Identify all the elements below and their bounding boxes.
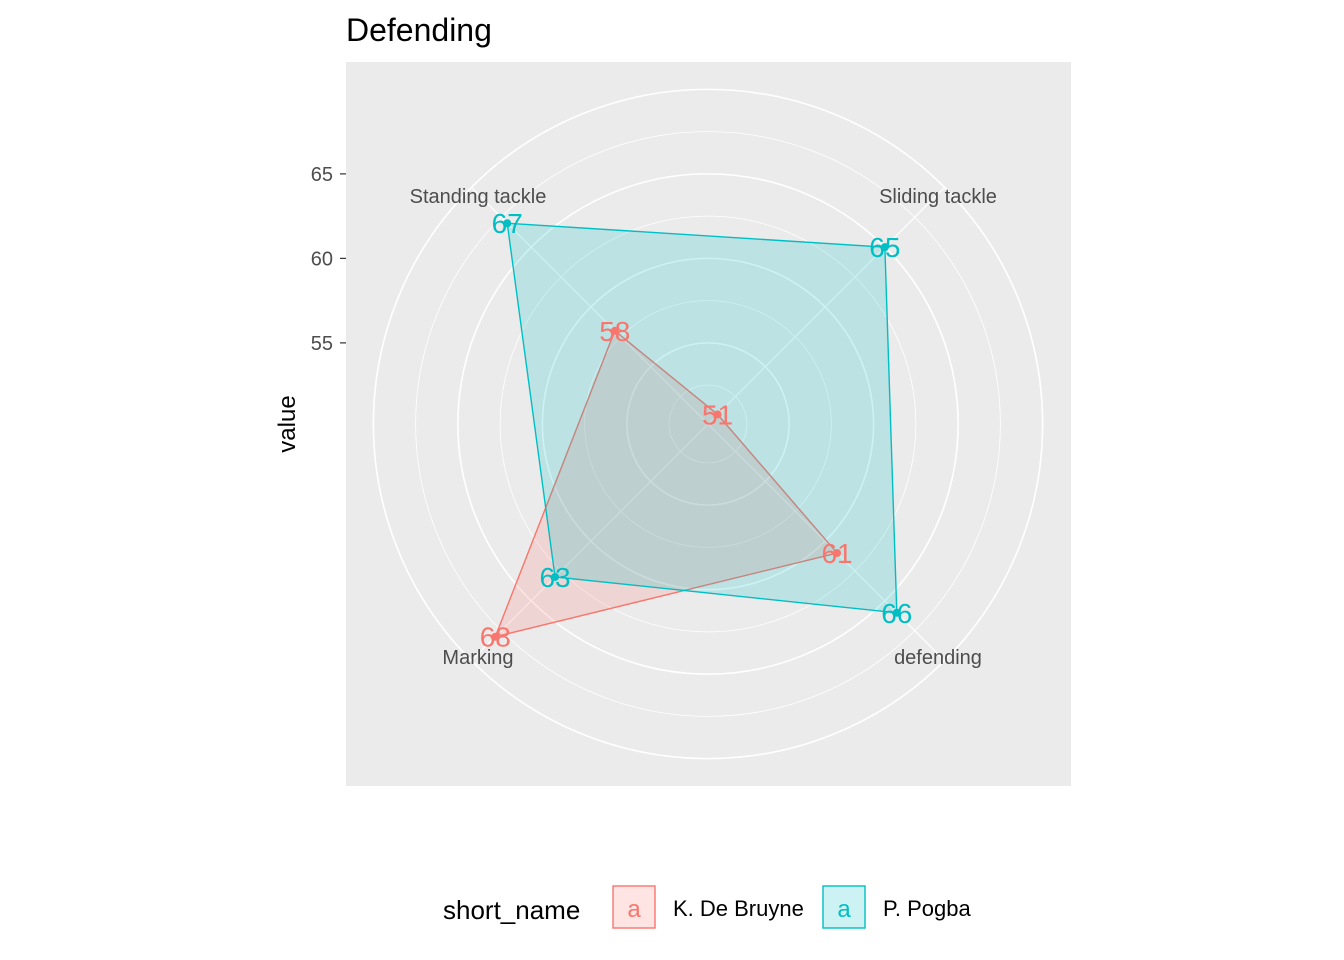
chart-title: Defending (346, 12, 492, 48)
data-label: 61 (821, 538, 852, 569)
data-point (880, 243, 889, 252)
data-point (833, 549, 842, 558)
grid-ring (541, 257, 875, 591)
grid (372, 88, 1044, 760)
data-label: 66 (881, 598, 912, 629)
data-point (551, 572, 560, 581)
y-axis: 55 60 65 (311, 164, 346, 355)
grid-ring (626, 342, 790, 506)
grid-spoke (707, 186, 946, 425)
data-label: 51 (702, 399, 733, 430)
data-label: 63 (539, 562, 570, 593)
grid-ring (584, 300, 832, 548)
data-point (713, 410, 722, 419)
category-label: defending (894, 647, 982, 669)
legend-label: K. De Bruyne (673, 896, 804, 921)
category-labels: Standing tackle Sliding tackle defending Ma… (410, 186, 997, 669)
legend-key-glyph: a (627, 896, 641, 923)
grid-spoke (470, 186, 709, 425)
legend-key (612, 885, 656, 929)
data-label: 68 (480, 622, 511, 653)
y-tick-label: 65 (311, 164, 333, 186)
data-label: 58 (599, 316, 630, 347)
grid-spoke (470, 423, 709, 662)
legend-title: short_name (443, 895, 580, 925)
y-tick-label: 60 (311, 248, 333, 270)
legend: short_name a K. De Bruyne a P. Pogba (443, 885, 971, 929)
data-point (610, 326, 619, 335)
data-label: 65 (869, 232, 900, 263)
grid-ring (372, 88, 1044, 760)
grid-spoke (707, 423, 946, 662)
series: 58 51 61 68 67 65 66 63 (480, 208, 913, 652)
data-point (491, 632, 500, 641)
grid-ring (668, 384, 748, 464)
legend-key (822, 885, 866, 929)
y-tick-label: 55 (311, 333, 333, 355)
y-axis-title: value (274, 395, 301, 452)
category-label: Marking (442, 647, 513, 669)
grid-ring (415, 131, 1001, 717)
grid-ring (499, 215, 917, 633)
legend-key-glyph: a (837, 896, 851, 923)
legend-label: P. Pogba (883, 896, 971, 921)
category-label: Sliding tackle (879, 186, 997, 208)
grid-ring (457, 173, 959, 675)
category-label: Standing tackle (410, 186, 547, 208)
data-point (892, 608, 901, 617)
data-label: 67 (492, 208, 523, 239)
data-point (503, 219, 512, 228)
